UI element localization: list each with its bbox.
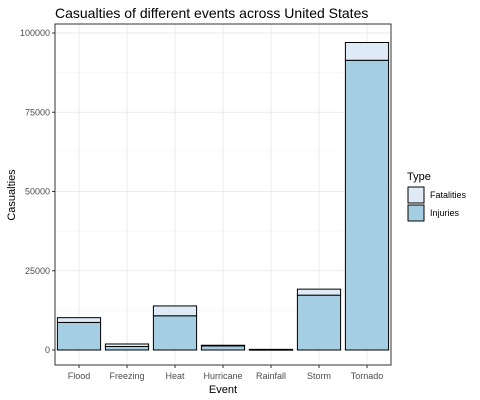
bar-injuries-storm: [296, 294, 342, 351]
bar-fatalities-freezing: [104, 343, 150, 348]
legend-swatch-injuries: [407, 204, 425, 222]
bars: [56, 42, 390, 351]
bar-fatalities-flood: [56, 317, 102, 323]
bar-injuries-tornado: [344, 59, 390, 351]
chart-title: Casualties of different events across Un…: [55, 5, 368, 21]
x-tick-label: Flood: [68, 371, 91, 381]
bar-injuries-hurricane: [200, 345, 246, 351]
legend-swatch-fatalities: [407, 186, 425, 204]
x-tick-label: Hurricane: [203, 371, 242, 381]
y-tick-label: 0: [45, 345, 50, 355]
y-tick-label: 50000: [25, 187, 50, 197]
x-tick-label: Heat: [165, 371, 185, 381]
y-tick-label: 75000: [25, 107, 50, 117]
legend: Type Fatalities Injuries: [407, 171, 467, 222]
x-axis: Flood Freezing Heat Hurricane Rainfall Storm T…: [68, 365, 384, 381]
y-axis-title: Casualties: [6, 169, 18, 221]
y-tick-label: 100000: [20, 28, 50, 38]
bar-fatalities-hurricane: [200, 344, 246, 347]
x-tick-label: Tornado: [351, 371, 384, 381]
gridlines: [55, 24, 391, 365]
x-axis-title: Event: [209, 384, 237, 396]
bar-fatalities-rainfall: [248, 348, 294, 351]
bar-injuries-freezing: [104, 346, 150, 351]
x-tick-label: Rainfall: [256, 371, 286, 381]
y-tick-label: 25000: [25, 266, 50, 276]
bar-injuries-heat: [152, 315, 198, 351]
bar-fatalities-tornado: [344, 42, 390, 61]
bar-injuries-flood: [56, 321, 102, 351]
legend-label-injuries: Injuries: [430, 208, 460, 218]
legend-title: Type: [407, 171, 431, 183]
legend-label-fatalities: Fatalities: [430, 190, 467, 200]
x-tick-label: Freezing: [109, 371, 144, 381]
bar-fatalities-storm: [296, 288, 342, 296]
x-tick-label: Storm: [307, 371, 331, 381]
y-axis: 0 25000 50000 75000 100000: [20, 28, 55, 355]
bar-fatalities-heat: [152, 305, 198, 317]
